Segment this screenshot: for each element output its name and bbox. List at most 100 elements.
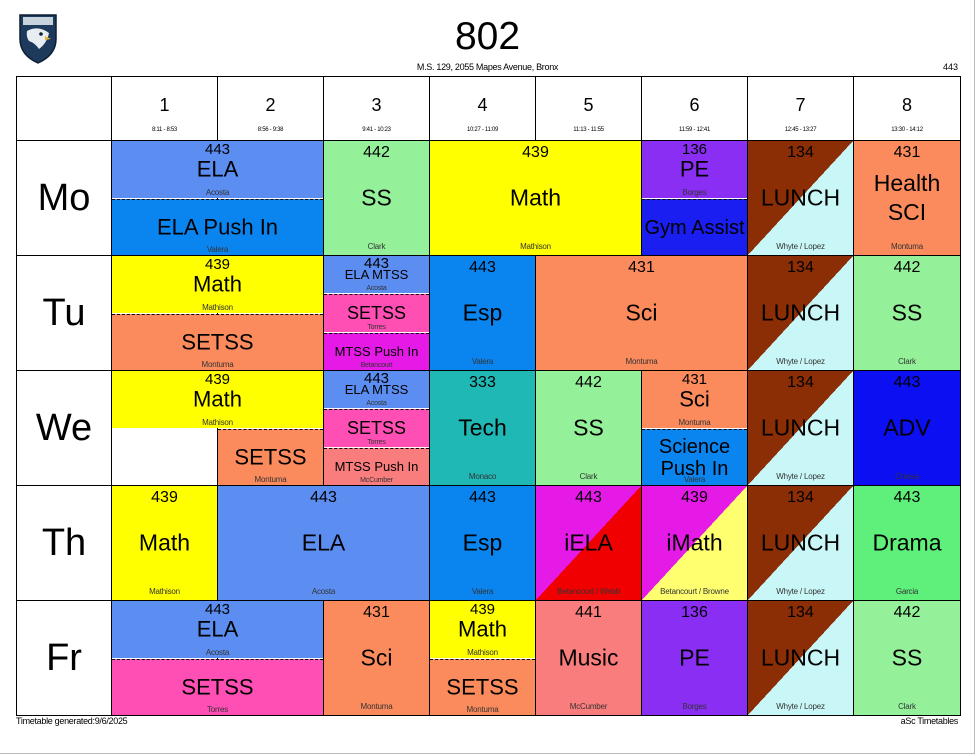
subject-name: ELA [301, 529, 346, 556]
room-number: 136 [681, 604, 708, 621]
lesson-setss[interactable]: SETSS Torres [324, 294, 429, 332]
teacher-name: Valera [206, 245, 229, 254]
lesson-setss[interactable]: SETSS Montuma [430, 658, 535, 715]
lesson-ss[interactable]: 442 SS Clark [854, 601, 960, 715]
subject-name: MTSS Push In [334, 458, 419, 474]
lesson-pe[interactable]: 136 PE Borges [642, 141, 747, 198]
subject-name: Math [458, 616, 507, 642]
lesson-iela[interactable]: 443 iELA Betancourt / Webb [536, 486, 641, 600]
lesson-sci[interactable]: 431 Sci Montuma [642, 371, 747, 428]
lesson-health-sci[interactable]: 431 Health SCI Montuma [854, 141, 960, 255]
teacher-name: Whyte / Lopez [776, 472, 825, 481]
subject-name: Music [558, 644, 619, 671]
lesson-esp[interactable]: 443 Esp Valera [430, 486, 535, 600]
lesson-math[interactable]: 439 Math Mathison [430, 141, 641, 255]
subject-name: Esp [462, 529, 503, 556]
room-number: 442 [575, 374, 602, 391]
subject-name: LUNCH [760, 414, 841, 441]
teacher-name: Mathison [202, 417, 233, 427]
lesson-lunch[interactable]: 134 LUNCH Whyte / Lopez [748, 141, 853, 255]
lesson-science-push-in[interactable]: Science Push In Valera [642, 428, 747, 485]
lesson-adv[interactable]: 443 ADV Chiesa [854, 371, 960, 485]
lesson-math[interactable]: 439 Math Mathison [112, 371, 323, 428]
lesson-lunch[interactable]: 134 LUNCH Whyte / Lopez [748, 371, 853, 485]
subject-name: SS [361, 184, 392, 211]
lesson-math[interactable]: 439 Math Mathison [112, 256, 323, 313]
lesson-lunch[interactable]: 134 LUNCH Whyte / Lopez [748, 601, 853, 715]
teacher-name: Whyte / Lopez [776, 702, 825, 711]
subject-name: PE [679, 644, 710, 671]
lesson-ela-mtss[interactable]: 443 ELA MTSS Acosta [324, 371, 429, 409]
lesson-mtss-push-in[interactable]: MTSS Push In Betancourt [324, 332, 429, 370]
lesson-ela[interactable]: 443 ELA Acosta [218, 486, 429, 600]
subject-name: Math [193, 386, 242, 412]
period-header-3: 3 9:41 - 10:23 [323, 76, 430, 141]
school-address: M.S. 129, 2055 Mapes Avenue, Bronx [416, 62, 559, 72]
lesson-math[interactable]: 439 Math Mathison [112, 486, 217, 600]
lesson-imath[interactable]: 439 iMath Betancourt / Browne [642, 486, 747, 600]
period-header-6: 6 11:59 - 12:41 [641, 76, 748, 141]
lesson-setss[interactable]: SETSS Montuma [112, 313, 323, 370]
lesson-gym-assist[interactable]: Gym Assist [642, 198, 747, 255]
teacher-name: Whyte / Lopez [776, 242, 825, 251]
room-number: 443 [469, 259, 496, 276]
teacher-name: Mathison [149, 587, 180, 596]
period-header-8: 8 13:30 - 14:12 [853, 76, 961, 141]
teacher-name: Acosta [311, 587, 336, 596]
teacher-name: Betancourt / Browne [660, 587, 729, 596]
lesson-mtss-push-in[interactable]: MTSS Push In McCumber [324, 447, 429, 485]
room-number: 439 [522, 144, 549, 161]
room-number: 439 [469, 601, 496, 618]
lesson-ss[interactable]: 442 SS Clark [324, 141, 429, 255]
subject-name: SETSS [446, 674, 519, 700]
room-number: 134 [787, 489, 814, 506]
subject-name: Tech [458, 414, 507, 441]
lesson-pe[interactable]: 136 PE Borges [642, 601, 747, 715]
teacher-name: Clark [579, 472, 598, 481]
lesson-ss[interactable]: 442 SS Clark [536, 371, 641, 485]
teacher-name: Chiesa [895, 472, 919, 481]
room-number: 443 [363, 371, 390, 387]
lesson-tech[interactable]: 333 Tech Monaco [430, 371, 535, 485]
subject-name: Drama [872, 529, 942, 556]
lesson-ela-push-in[interactable]: ELA Push In Valera [112, 198, 323, 255]
lesson-ela[interactable]: 443 ELA Acosta [112, 141, 323, 198]
lesson-sci[interactable]: 431 Sci Montuma [536, 256, 747, 370]
lesson-setss[interactable]: SETSS Torres [324, 409, 429, 447]
lesson-music[interactable]: 441 Music McCumber [536, 601, 641, 715]
period-time: 8:56 - 9:38 [257, 127, 284, 133]
room-number: 443 [204, 141, 231, 158]
subject-name: Esp [462, 299, 503, 326]
day-name: Fr [46, 637, 82, 679]
subject-name: Math [509, 184, 562, 211]
lesson-drama[interactable]: 443 Drama Garcia [854, 486, 960, 600]
software-credit: aSc Timetables [900, 716, 959, 726]
teacher-name: Montuma [891, 242, 923, 251]
day-name: Th [41, 522, 87, 564]
subject-name: LUNCH [760, 299, 841, 326]
subject-name: iELA [564, 529, 613, 556]
lesson-setss[interactable]: SETSS Torres [112, 658, 323, 715]
subject-name: ELA [196, 616, 239, 642]
lesson-lunch[interactable]: 134 LUNCH Whyte / Lopez [748, 256, 853, 370]
period-header-7: 7 12:45 - 13:27 [747, 76, 854, 141]
period-time: 11:13 - 11:55 [573, 127, 604, 133]
day-name: We [35, 407, 93, 449]
lesson-ss[interactable]: 442 SS Clark [854, 256, 960, 370]
period-time: 10:27 - 11:09 [466, 127, 499, 133]
lesson-esp[interactable]: 443 Esp Valera [430, 256, 535, 370]
lesson-math[interactable]: 439 Math Mathison [430, 601, 535, 658]
period-header-2: 2 8:56 - 9:38 [217, 76, 324, 141]
room-number: 439 [204, 371, 231, 388]
lesson-ela-mtss[interactable]: 443 ELA MTSS Acosta [324, 256, 429, 294]
subject-name: ADV [883, 414, 931, 441]
lesson-lunch[interactable]: 134 LUNCH Whyte / Lopez [748, 486, 853, 600]
subject-name: Gym Assist [644, 217, 745, 240]
room-number: 442 [893, 259, 921, 276]
lesson-setss[interactable]: SETSS Montuma [218, 428, 323, 485]
subject-name: SS [891, 644, 923, 671]
teacher-name: Mathison [467, 647, 498, 657]
lesson-sci[interactable]: 431 Sci Montuma [324, 601, 429, 715]
subject-name: SETSS [181, 329, 254, 355]
lesson-ela[interactable]: 443 ELA Acosta [112, 601, 323, 658]
